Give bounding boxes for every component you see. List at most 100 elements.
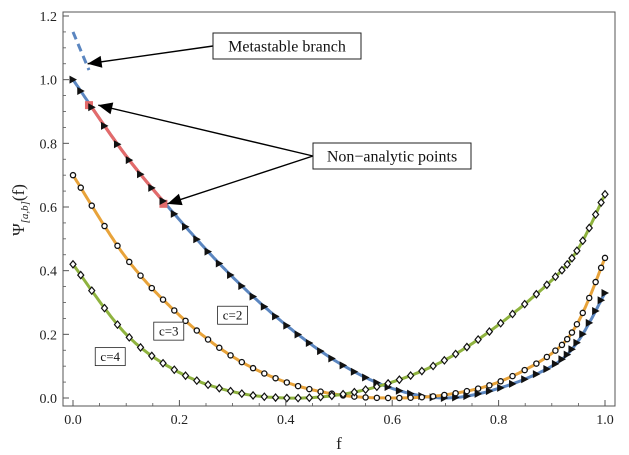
marker-c-2 <box>463 392 471 401</box>
marker-c-2 <box>558 355 566 364</box>
curve-label-box <box>94 347 126 367</box>
marker-c-2 <box>532 370 541 379</box>
marker-c-4 <box>204 380 212 390</box>
annotation-arrow-head <box>98 102 114 115</box>
marker-c-4 <box>328 391 336 401</box>
marker-c-3 <box>543 353 551 361</box>
marker-c-2 <box>317 347 325 356</box>
marker-c-4 <box>373 382 381 392</box>
marker-c-2 <box>88 103 96 112</box>
annotation-box <box>312 142 472 170</box>
marker-c-4 <box>305 393 314 403</box>
y-tick-label: 1.2 <box>40 10 58 25</box>
marker-c-3 <box>601 254 609 262</box>
marker-c-4 <box>474 334 482 345</box>
marker-c-2 <box>283 321 291 330</box>
marker-c-4 <box>271 393 280 403</box>
marker-c-2 <box>485 387 494 396</box>
marker-c-2 <box>193 235 201 244</box>
marker-c-2 <box>362 373 370 382</box>
marker-c-4 <box>563 259 571 269</box>
marker-c-4 <box>418 366 426 376</box>
marker-c-2 <box>339 361 348 370</box>
marker-c-3 <box>407 394 414 401</box>
marker-c-3 <box>597 264 605 272</box>
annotation-box <box>212 32 362 60</box>
y-tick-label: 0.2 <box>40 328 58 343</box>
marker-c-2 <box>350 367 359 376</box>
y-axis-label-arg: (f) <box>9 184 28 201</box>
series-metastable-c-2 <box>71 31 91 71</box>
marker-c-3 <box>69 171 77 179</box>
marker-c-3 <box>137 272 144 279</box>
annotation-arrow-line <box>87 45 214 65</box>
marker-c-4 <box>87 286 96 296</box>
marker-c-3 <box>182 317 189 325</box>
marker-c-4 <box>551 272 560 282</box>
marker-c-2 <box>159 197 168 206</box>
marker-c-4 <box>543 280 551 290</box>
marker-c-3 <box>148 284 156 292</box>
svg-text:Ψ[a,b](f): Ψ[a,b](f) <box>9 184 31 236</box>
marker-c-2 <box>543 364 551 373</box>
marker-c-3 <box>509 372 516 380</box>
curve-labels-layer: c=2 c=3 c=4 <box>94 305 249 367</box>
annotations-layer: Metastable branch Non−analytic points <box>87 32 472 206</box>
marker-c-4 <box>532 289 541 299</box>
marker-c-4 <box>384 378 392 388</box>
y-axis-label-main: Ψ <box>9 223 28 236</box>
marker-c-2 <box>170 209 179 218</box>
marker-c-3 <box>568 329 576 336</box>
marker-c-2 <box>585 318 594 327</box>
marker-c-4 <box>568 253 576 263</box>
marker-c-4 <box>193 376 201 386</box>
marker-c-4 <box>181 371 190 381</box>
annotation-text: Metastable branch <box>228 39 346 56</box>
annotation-arrow-line <box>167 155 314 205</box>
marker-c-4 <box>463 342 471 352</box>
y-axis-label-sub: [a,b] <box>19 201 31 223</box>
marker-c-3 <box>126 258 133 266</box>
marker-c-4 <box>136 342 145 352</box>
curve-label: c=3 <box>159 324 179 339</box>
x-tick-label: 0.6 <box>383 413 401 428</box>
y-tick-label: 0.4 <box>40 265 58 280</box>
marker-c-3 <box>463 387 471 395</box>
marker-c-2 <box>182 222 190 231</box>
marker-c-3 <box>114 242 121 250</box>
marker-c-2 <box>509 379 517 388</box>
axes-layer: 0.0 0.2 0.4 0.6 0.8 1.0 0.0 0.2 0.4 0.6 0.8 1.0 1.2 <box>40 10 614 428</box>
marker-c-2 <box>563 350 572 359</box>
marker-c-4 <box>485 327 494 337</box>
marker-c-3 <box>486 382 493 389</box>
curve-label: c=2 <box>223 308 243 323</box>
marker-c-4 <box>573 246 581 256</box>
marker-c-2 <box>521 375 529 384</box>
curve-label: c=4 <box>100 349 120 364</box>
annotation-arrow-head <box>87 55 103 68</box>
x-axis-label: f <box>336 434 342 453</box>
marker-c-2 <box>395 386 404 395</box>
marker-c-3 <box>429 393 437 400</box>
marker-c-2 <box>328 354 336 363</box>
marker-c-3 <box>474 385 482 392</box>
marker-c-2 <box>215 259 224 268</box>
marker-c-3 <box>216 344 223 352</box>
marker-c-3 <box>306 385 313 393</box>
marker-c-3 <box>573 321 581 328</box>
curve-label-box <box>153 321 185 341</box>
marker-c-4 <box>294 393 302 403</box>
x-tick-label: 0.8 <box>490 413 508 428</box>
marker-c-4 <box>597 198 605 208</box>
marker-c-2 <box>148 183 156 192</box>
marker-c-3 <box>579 309 587 317</box>
marker-c-4 <box>100 303 109 313</box>
marker-c-2 <box>69 75 77 84</box>
marker-c-3 <box>171 307 178 314</box>
marker-c-2 <box>568 345 576 354</box>
marker-c-2 <box>113 140 122 149</box>
marker-c-4 <box>585 223 594 233</box>
marker-c-4 <box>429 361 437 371</box>
marker-c-4 <box>406 371 415 381</box>
